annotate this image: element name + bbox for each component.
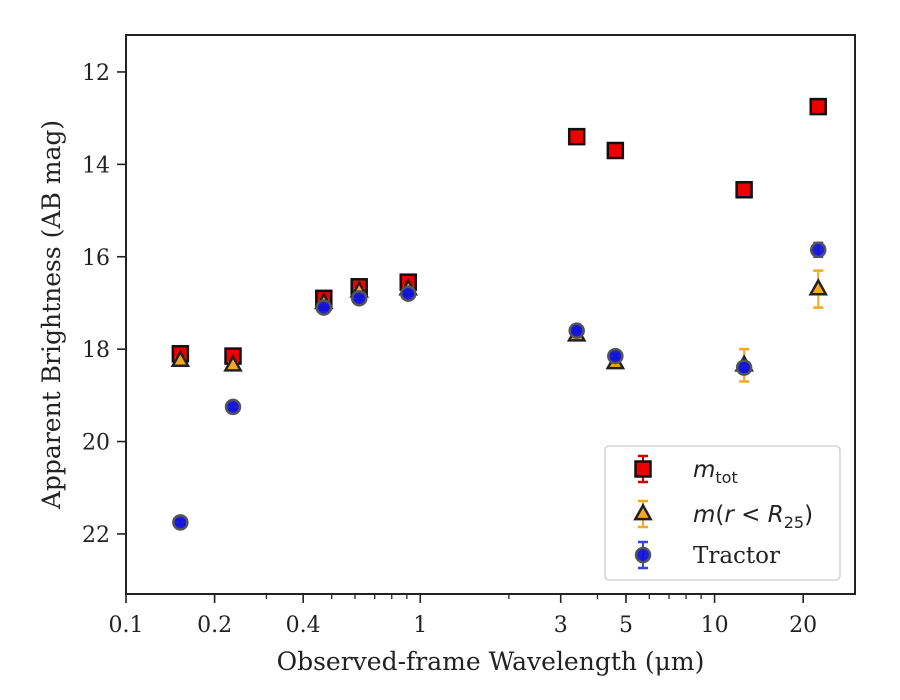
marker-circle xyxy=(735,359,753,376)
marker-circle xyxy=(399,285,417,302)
marker-circle xyxy=(809,241,827,259)
x-tick-label: 10 xyxy=(701,613,729,638)
legend-marker-square xyxy=(634,460,652,478)
marker-square xyxy=(606,141,625,160)
data-point-circle xyxy=(607,347,624,365)
y-axis-label: Apparent Brightness (AB mag) xyxy=(37,120,66,510)
data-point-square xyxy=(606,141,625,160)
marker-triangle xyxy=(170,349,191,368)
legend-marker-triangle xyxy=(633,502,653,521)
y-tick-label: 12 xyxy=(82,61,110,86)
data-point-square xyxy=(735,181,753,199)
axes: 0.1 0.2 0.4 1 3 5 10 20 12 14 16 18 20 22 xyxy=(82,61,817,638)
x-tick-label: 0.1 xyxy=(109,613,144,638)
series-triangle xyxy=(170,269,829,383)
legend-entry: m(r < R25) xyxy=(633,499,813,532)
x-tick-label: 1 xyxy=(413,613,427,638)
marker-triangle xyxy=(808,278,829,296)
marker-square xyxy=(567,127,586,146)
marker-circle xyxy=(224,398,242,416)
y-tick-label: 16 xyxy=(82,246,110,271)
legend-entry: Tractor xyxy=(634,540,780,570)
plot-area xyxy=(170,97,829,531)
data-point-circle xyxy=(315,299,333,316)
marker-square xyxy=(735,181,753,199)
data-point-circle xyxy=(735,359,753,376)
data-point-circle xyxy=(172,514,189,531)
data-point-circle xyxy=(350,290,368,307)
legend-label: m(r < R25) xyxy=(693,502,813,532)
marker-circle xyxy=(607,347,624,365)
data-point-circle xyxy=(224,398,242,416)
x-axis-label: Observed-frame Wavelength (μm) xyxy=(277,647,705,676)
marker-square xyxy=(809,97,827,116)
x-tick-label: 0.4 xyxy=(286,613,321,638)
data-point-triangle xyxy=(223,354,243,372)
marker-circle xyxy=(315,299,333,316)
series-circle xyxy=(172,241,827,531)
legend: mtot m(r < R25) Tractor xyxy=(604,445,841,581)
legend-marker-circle xyxy=(634,546,652,564)
x-tick-label: 5 xyxy=(619,613,633,638)
data-point-triangle xyxy=(808,269,829,309)
data-point-circle xyxy=(568,322,585,339)
marker-circle xyxy=(568,322,585,339)
data-point-square xyxy=(809,97,827,116)
legend-box xyxy=(604,445,841,581)
plot-frame xyxy=(125,34,856,595)
marker-triangle xyxy=(223,354,243,372)
data-point-triangle xyxy=(170,349,191,368)
y-tick-label: 14 xyxy=(82,153,110,178)
legend-label: mtot xyxy=(693,457,738,487)
series-square xyxy=(171,97,827,365)
x-tick-label: 3 xyxy=(554,613,568,638)
data-point-circle xyxy=(399,285,417,302)
y-tick-label: 22 xyxy=(82,523,110,548)
y-tick-label: 18 xyxy=(82,338,110,363)
data-point-square xyxy=(567,127,586,146)
x-tick-label: 0.2 xyxy=(197,613,232,638)
legend-label: Tractor xyxy=(693,543,780,569)
y-tick-label: 20 xyxy=(82,431,110,456)
marker-circle xyxy=(172,514,189,531)
data-point-circle xyxy=(809,241,827,259)
legend-entry: mtot xyxy=(634,454,738,487)
x-tick-label: 20 xyxy=(789,613,817,638)
marker-circle xyxy=(350,290,368,307)
